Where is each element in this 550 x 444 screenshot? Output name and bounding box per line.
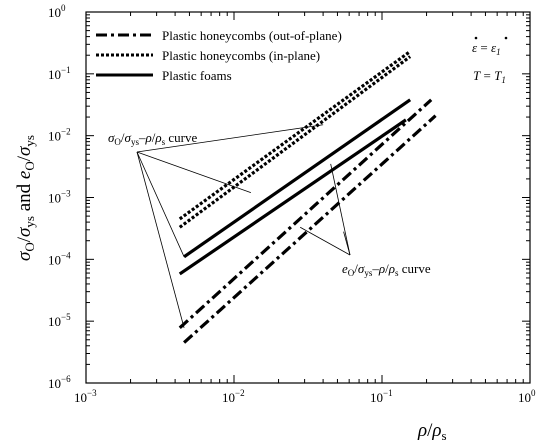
y-tick-label: 10−1 <box>48 65 71 82</box>
x-tick-label: 10−2 <box>222 388 245 405</box>
y-tick-label: 10−5 <box>48 312 71 329</box>
conditions: ε = ε1 T = T1 <box>472 36 508 85</box>
x-axis-label: ρ/ρs <box>417 420 447 443</box>
legend: Plastic honeycombs (out-of-plane) Plasti… <box>96 28 342 83</box>
y-tick-label: 10−2 <box>48 127 71 144</box>
strain-rate-condition: ε = ε1 <box>472 40 501 57</box>
series-layer <box>178 50 437 344</box>
y-tick-label: 10−3 <box>48 189 71 206</box>
legend-label-in-plane: Plastic honeycombs (in-plane) <box>162 48 320 63</box>
sigma-curve-annotation: σO/σys–ρ/ρs curve <box>108 130 197 147</box>
y-tick-label: 10−4 <box>48 250 71 267</box>
annotation-leader-line <box>299 226 351 256</box>
series-line-dashdot-e <box>183 114 437 344</box>
x-tick-label: 100 <box>518 388 536 405</box>
x-tick-label: 10−1 <box>370 388 393 405</box>
annotation-leader-line <box>136 151 251 193</box>
tick-labels: 10−3 10−2 10−1 100 10−6 10−5 10−4 10−3 10−2 10−1 1… <box>48 3 536 405</box>
y-tick-label: 10−6 <box>48 374 71 391</box>
series-line-solid-e <box>178 118 407 276</box>
series-line-solid-sigma <box>183 98 412 259</box>
x-tick-label: 10−3 <box>74 388 97 405</box>
annotation-leader-line <box>330 163 351 256</box>
axis-ticks <box>85 12 530 384</box>
series-line-dotted-e <box>178 55 412 229</box>
legend-label-foams: Plastic foams <box>162 68 232 83</box>
legend-label-out-of-plane: Plastic honeycombs (out-of-plane) <box>162 28 342 43</box>
series-line-dashdot-sigma <box>178 98 433 330</box>
y-tick-label: 100 <box>48 3 66 20</box>
annotation-leader-line <box>136 124 324 153</box>
annotation-layer <box>136 124 351 328</box>
strain-rate-dot-lhs <box>474 36 478 40</box>
annotation-leader-line <box>343 231 351 256</box>
e-curve-annotation: eO/σys–ρ/ρs curve <box>342 261 431 278</box>
annotation-leader-line <box>136 151 185 328</box>
annotation-leader-line <box>136 151 185 257</box>
strain-rate-dot-rhs <box>504 36 508 40</box>
y-axis-label: σO/σys and eO/σys <box>14 135 37 261</box>
series-line-dotted-sigma <box>178 50 412 221</box>
temperature-condition: T = T1 <box>473 68 506 85</box>
plot-area-frame <box>85 11 531 384</box>
